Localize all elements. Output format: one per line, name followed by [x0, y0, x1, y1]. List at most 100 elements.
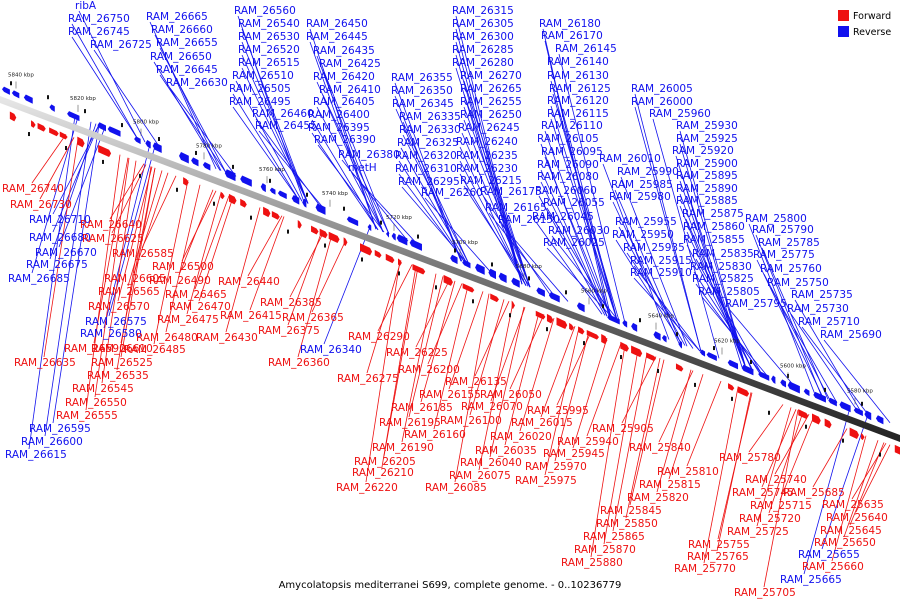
reverse-feature-label: RAM_26145: [555, 43, 617, 55]
reverse-feature-label: RAM_26000: [631, 96, 693, 108]
reverse-leader-line: [550, 118, 618, 321]
forward-leader-line: [686, 380, 722, 467]
forward-feature-arrow: [824, 418, 832, 429]
forward-feature-arrow: [31, 120, 36, 128]
minor-feature-mark: [528, 276, 530, 281]
reverse-leader-line: [52, 124, 100, 215]
forward-feature-arrow: [443, 274, 453, 286]
reverse-leader-line: [232, 106, 300, 201]
reverse-feature-label: RAM_26530: [238, 31, 300, 43]
forward-leader-line: [101, 160, 137, 384]
reverse-feature-arrow: [853, 407, 863, 417]
reverse-feature-label: RAM_26315: [452, 5, 514, 17]
forward-feature-label: RAM_26485: [124, 344, 186, 356]
minor-feature-mark: [639, 318, 641, 323]
forward-leader-line: [656, 369, 692, 493]
forward-leader-line: [544, 327, 580, 476]
reverse-leader-line: [232, 93, 300, 201]
forward-leader-line: [116, 166, 152, 371]
reverse-leader-line: [652, 118, 720, 359]
forward-feature-arrow: [98, 144, 112, 157]
forward-leader-line: [85, 154, 121, 411]
reverse-feature-label: RAM_26515: [238, 57, 300, 69]
minor-feature-mark: [676, 332, 678, 337]
reverse-feature-label: RAM_25885: [676, 195, 738, 207]
minor-feature-mark: [213, 201, 215, 206]
forward-leader-line: [94, 158, 130, 398]
forward-leader-line: [408, 276, 444, 418]
genome-backbone: [0, 96, 900, 442]
forward-feature-arrow: [675, 363, 684, 372]
kbp-tick-label: 5740 kbp: [322, 191, 348, 197]
reverse-feature-label: RAM_26090: [537, 159, 599, 171]
kbp-tick-label: 5580 kbp: [847, 389, 873, 395]
forward-feature-label: RAM_26415: [220, 310, 282, 322]
reverse-feature-label: RAM_25935: [623, 242, 685, 254]
forward-feature-label: RAM_26570: [88, 301, 150, 313]
reverse-feature-arrow: [631, 322, 638, 332]
reverse-feature-arrow: [771, 375, 776, 384]
minor-feature-mark: [472, 299, 474, 304]
forward-leader-line: [289, 231, 325, 298]
forward-feature-arrow: [240, 198, 247, 208]
forward-feature-arrow: [49, 127, 59, 137]
reverse-feature-arrow: [536, 287, 545, 297]
reverse-leader-line: [501, 224, 569, 302]
reverse-feature-label: RAM_26685: [8, 273, 70, 285]
reverse-leader-line: [398, 160, 466, 263]
forward-feature-arrow: [894, 444, 900, 455]
reverse-leader-line: [169, 87, 237, 177]
forward-feature-arrow: [9, 111, 17, 122]
forward-feature-arrow: [631, 345, 643, 358]
kbp-tick-label: 5720 kbp: [386, 215, 412, 221]
reverse-feature-label: RAM_26055: [543, 197, 605, 209]
reverse-feature-label: RAM_26165: [485, 202, 547, 214]
forward-feature-label: RAM_25870: [574, 544, 636, 556]
kbp-tick-label: 5660 kbp: [581, 288, 607, 294]
forward-leader-line: [377, 264, 413, 332]
forward-leader-line: [365, 260, 401, 483]
forward-feature-arrow: [620, 341, 629, 352]
reverse-feature-arrow: [152, 142, 162, 154]
kbp-ticks: 5840 kbp 5820 kbp 5800 kbp 5780 kbp 5760 kbp…: [8, 73, 873, 405]
reverse-feature-arrow: [107, 126, 121, 137]
reverse-feature-label: RAM_26645: [156, 64, 218, 76]
forward-feature-label: RAM_26225: [386, 347, 448, 359]
reverse-feature-label: RAM_25800: [745, 213, 807, 225]
reverse-feature-arrow: [97, 122, 106, 132]
forward-feature-label: RAM_26610: [91, 343, 153, 355]
kbp-tick-label: 5820 kbp: [70, 96, 96, 102]
minor-feature-mark: [343, 206, 345, 211]
forward-leader-line: [133, 172, 169, 274]
reverse-feature-label: RAM_26335: [399, 111, 461, 123]
reverse-feature-label: RAM_25855: [683, 234, 745, 246]
forward-leader-line: [448, 291, 484, 390]
forward-leader-line: [366, 260, 402, 374]
reverse-feature-arrow: [727, 359, 739, 370]
forward-leader-line: [855, 444, 891, 513]
reverse-leader-line: [550, 66, 618, 321]
reverse-feature-label: RAM_26255: [460, 96, 522, 108]
reverse-feature-label: RAM_25710: [798, 316, 860, 328]
reverse-feature-arrow: [315, 203, 326, 215]
forward-feature-label: RAM_26195: [379, 417, 441, 429]
reverse-feature-label: RAM_25920: [672, 145, 734, 157]
reverse-feature-label: RAM_25830: [690, 261, 752, 273]
reverse-leader-line: [103, 143, 151, 329]
forward-leader-line: [812, 428, 848, 488]
reverse-feature-label: RAM_26395: [308, 122, 370, 134]
forward-feature-arrow: [59, 131, 68, 140]
reverse-feature-label: RAM_25930: [676, 120, 738, 132]
reverse-feature-label: RAM_26265: [460, 83, 522, 95]
reverse-feature-label: RAM_26005: [631, 83, 693, 95]
reverse-feature-arrow: [706, 352, 717, 362]
forward-leader-line: [540, 325, 576, 418]
reverse-feature-label: RAM_26615: [5, 449, 67, 461]
reverse-feature-arrow: [2, 86, 10, 95]
forward-leader-line: [401, 273, 437, 443]
reverse-leader-line: [463, 119, 531, 288]
minor-feature-mark: [768, 410, 770, 415]
reverse-feature-label: RAM_25735: [791, 289, 853, 301]
reverse-feature-label: RAM_26115: [547, 108, 609, 120]
reverse-feature-label: RAM_25990: [617, 166, 679, 178]
